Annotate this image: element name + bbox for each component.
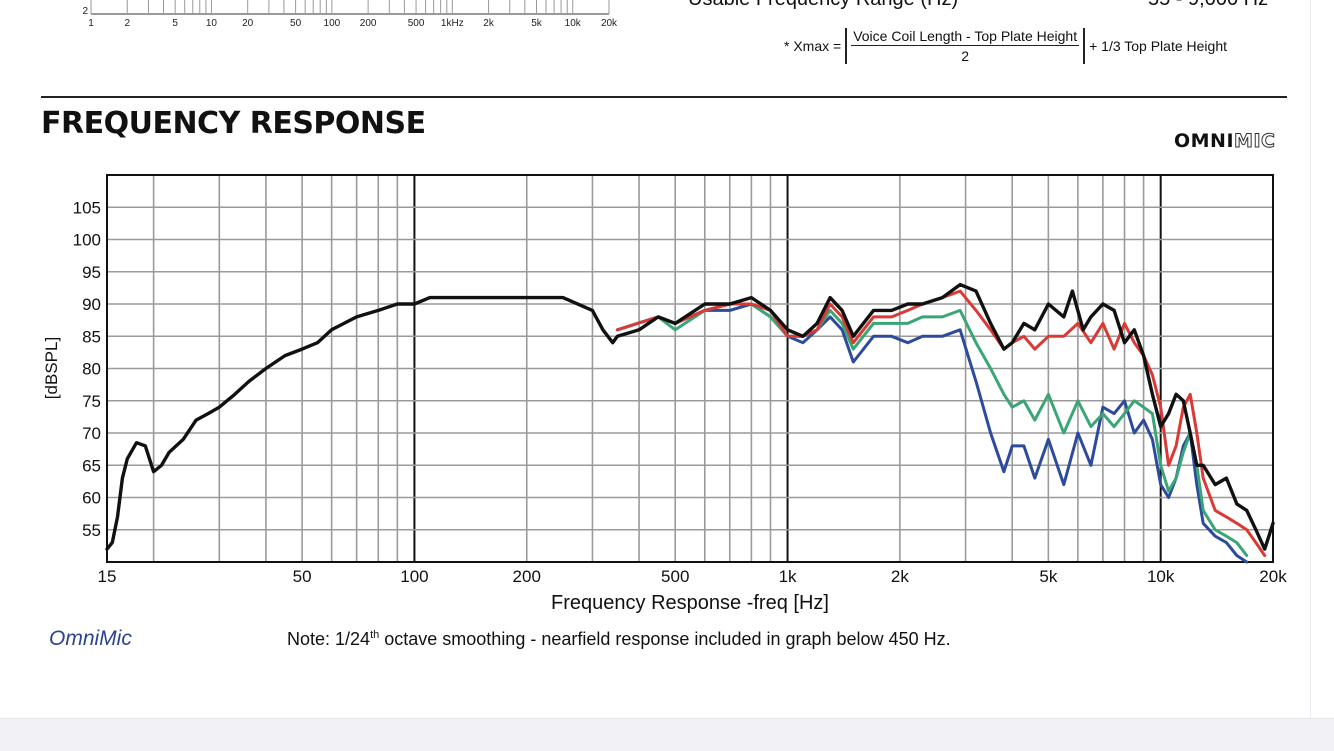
x-tick-label: 20k [1259, 567, 1287, 586]
mini-tick-label: 20k [601, 18, 618, 29]
xmax-prefix: * Xmax = [784, 38, 842, 54]
y-tick-label: 70 [82, 424, 101, 443]
chart-series [105, 282, 1275, 564]
chart-grid [106, 174, 1274, 563]
y-tick-label: 65 [82, 456, 101, 475]
mini-tick-label: 5k [531, 18, 543, 29]
section-title: FREQUENCY RESPONSE [41, 106, 426, 141]
mini-tick-label: 200 [360, 18, 377, 29]
y-tick-label: 55 [82, 521, 101, 540]
mini-tick-label: 10 [206, 18, 218, 29]
mini-tick-label: 1kHz [441, 18, 464, 29]
mini-tick-label: 10k [565, 18, 582, 29]
x-tick-label: 200 [513, 567, 541, 586]
mini-tick-label: 50 [290, 18, 302, 29]
y-tick-label: 105 [73, 198, 101, 217]
y-tick-label: 80 [82, 360, 101, 379]
y-tick-label: 75 [82, 392, 101, 411]
y-tick-label: 90 [82, 295, 101, 314]
xmax-suffix: + 1/3 Top Plate Height [1089, 38, 1227, 54]
smoothing-note: Note: 1/24th octave smoothing - nearfiel… [287, 629, 951, 650]
series-line-4 [105, 282, 1275, 551]
x-tick-label: 500 [661, 567, 689, 586]
mini-y-label: 2 [82, 6, 88, 17]
mini-tick-label: 1 [88, 18, 94, 29]
x-tick-label: 15 [98, 567, 117, 586]
mini-tick-label: 500 [408, 18, 425, 29]
section-divider [41, 96, 1287, 98]
x-tick-label: 100 [400, 567, 428, 586]
note-prefix: Note: 1/24 [287, 629, 371, 649]
y-axis-label: [dBSPL] [42, 337, 61, 399]
note-superscript: th [370, 629, 380, 641]
usable-range-value: 55 - 9,000 Hz [1148, 0, 1268, 11]
series-line-2 [615, 302, 1249, 557]
xmax-denominator: 2 [961, 48, 970, 64]
x-tick-label: 50 [293, 567, 312, 586]
logo-mic: MIC [1234, 130, 1276, 153]
page-edge [1310, 0, 1311, 718]
mini-tick-label: 100 [324, 18, 341, 29]
frequency-response-chart: 15 50 100 200 500 1k 2k 5k 10k 20k 55 60 65 70 75 80 85 9… [42, 174, 1288, 614]
usable-range-label: Usable Frequency Range (Hz) [688, 0, 958, 11]
viewer-bottom-bar [0, 718, 1334, 751]
x-tick-label: 5k [1039, 567, 1057, 586]
mini-tick-label: 5 [172, 18, 178, 29]
mini-tick-label: 2 [124, 18, 130, 29]
xmax-formula: * Xmax = Voice Coil Length - Top Plate H… [784, 28, 1227, 64]
y-tick-label: 85 [82, 327, 101, 346]
y-tick-label: 95 [82, 263, 101, 282]
x-tick-label: 10k [1147, 567, 1175, 586]
series-line-3 [615, 289, 1267, 557]
mini-tick-label: 20 [242, 18, 254, 29]
x-tick-label: 1k [779, 567, 797, 586]
logo-omni: OMNI [1174, 130, 1235, 152]
plot-frame [106, 174, 1274, 563]
xmax-fraction: Voice Coil Length - Top Plate Height 2 [845, 28, 1086, 64]
omnimic-brand-text: OmniMic [49, 627, 132, 650]
xmax-numerator: Voice Coil Length - Top Plate Height [851, 28, 1080, 46]
omnimic-logo: OMNIMIC [1174, 130, 1276, 153]
note-suffix: octave smoothing - nearfield response in… [379, 629, 951, 649]
mini-tick-label: 2k [483, 18, 495, 29]
y-tick-label: 100 [73, 231, 101, 250]
chart-ticks: 15 50 100 200 500 1k 2k 5k 10k 20k 55 60 65 70 75 80 85 9… [73, 198, 1288, 586]
y-tick-label: 60 [82, 489, 101, 508]
x-tick-label: 2k [891, 567, 909, 586]
x-axis-label: Frequency Response -freq [Hz] [551, 592, 829, 614]
